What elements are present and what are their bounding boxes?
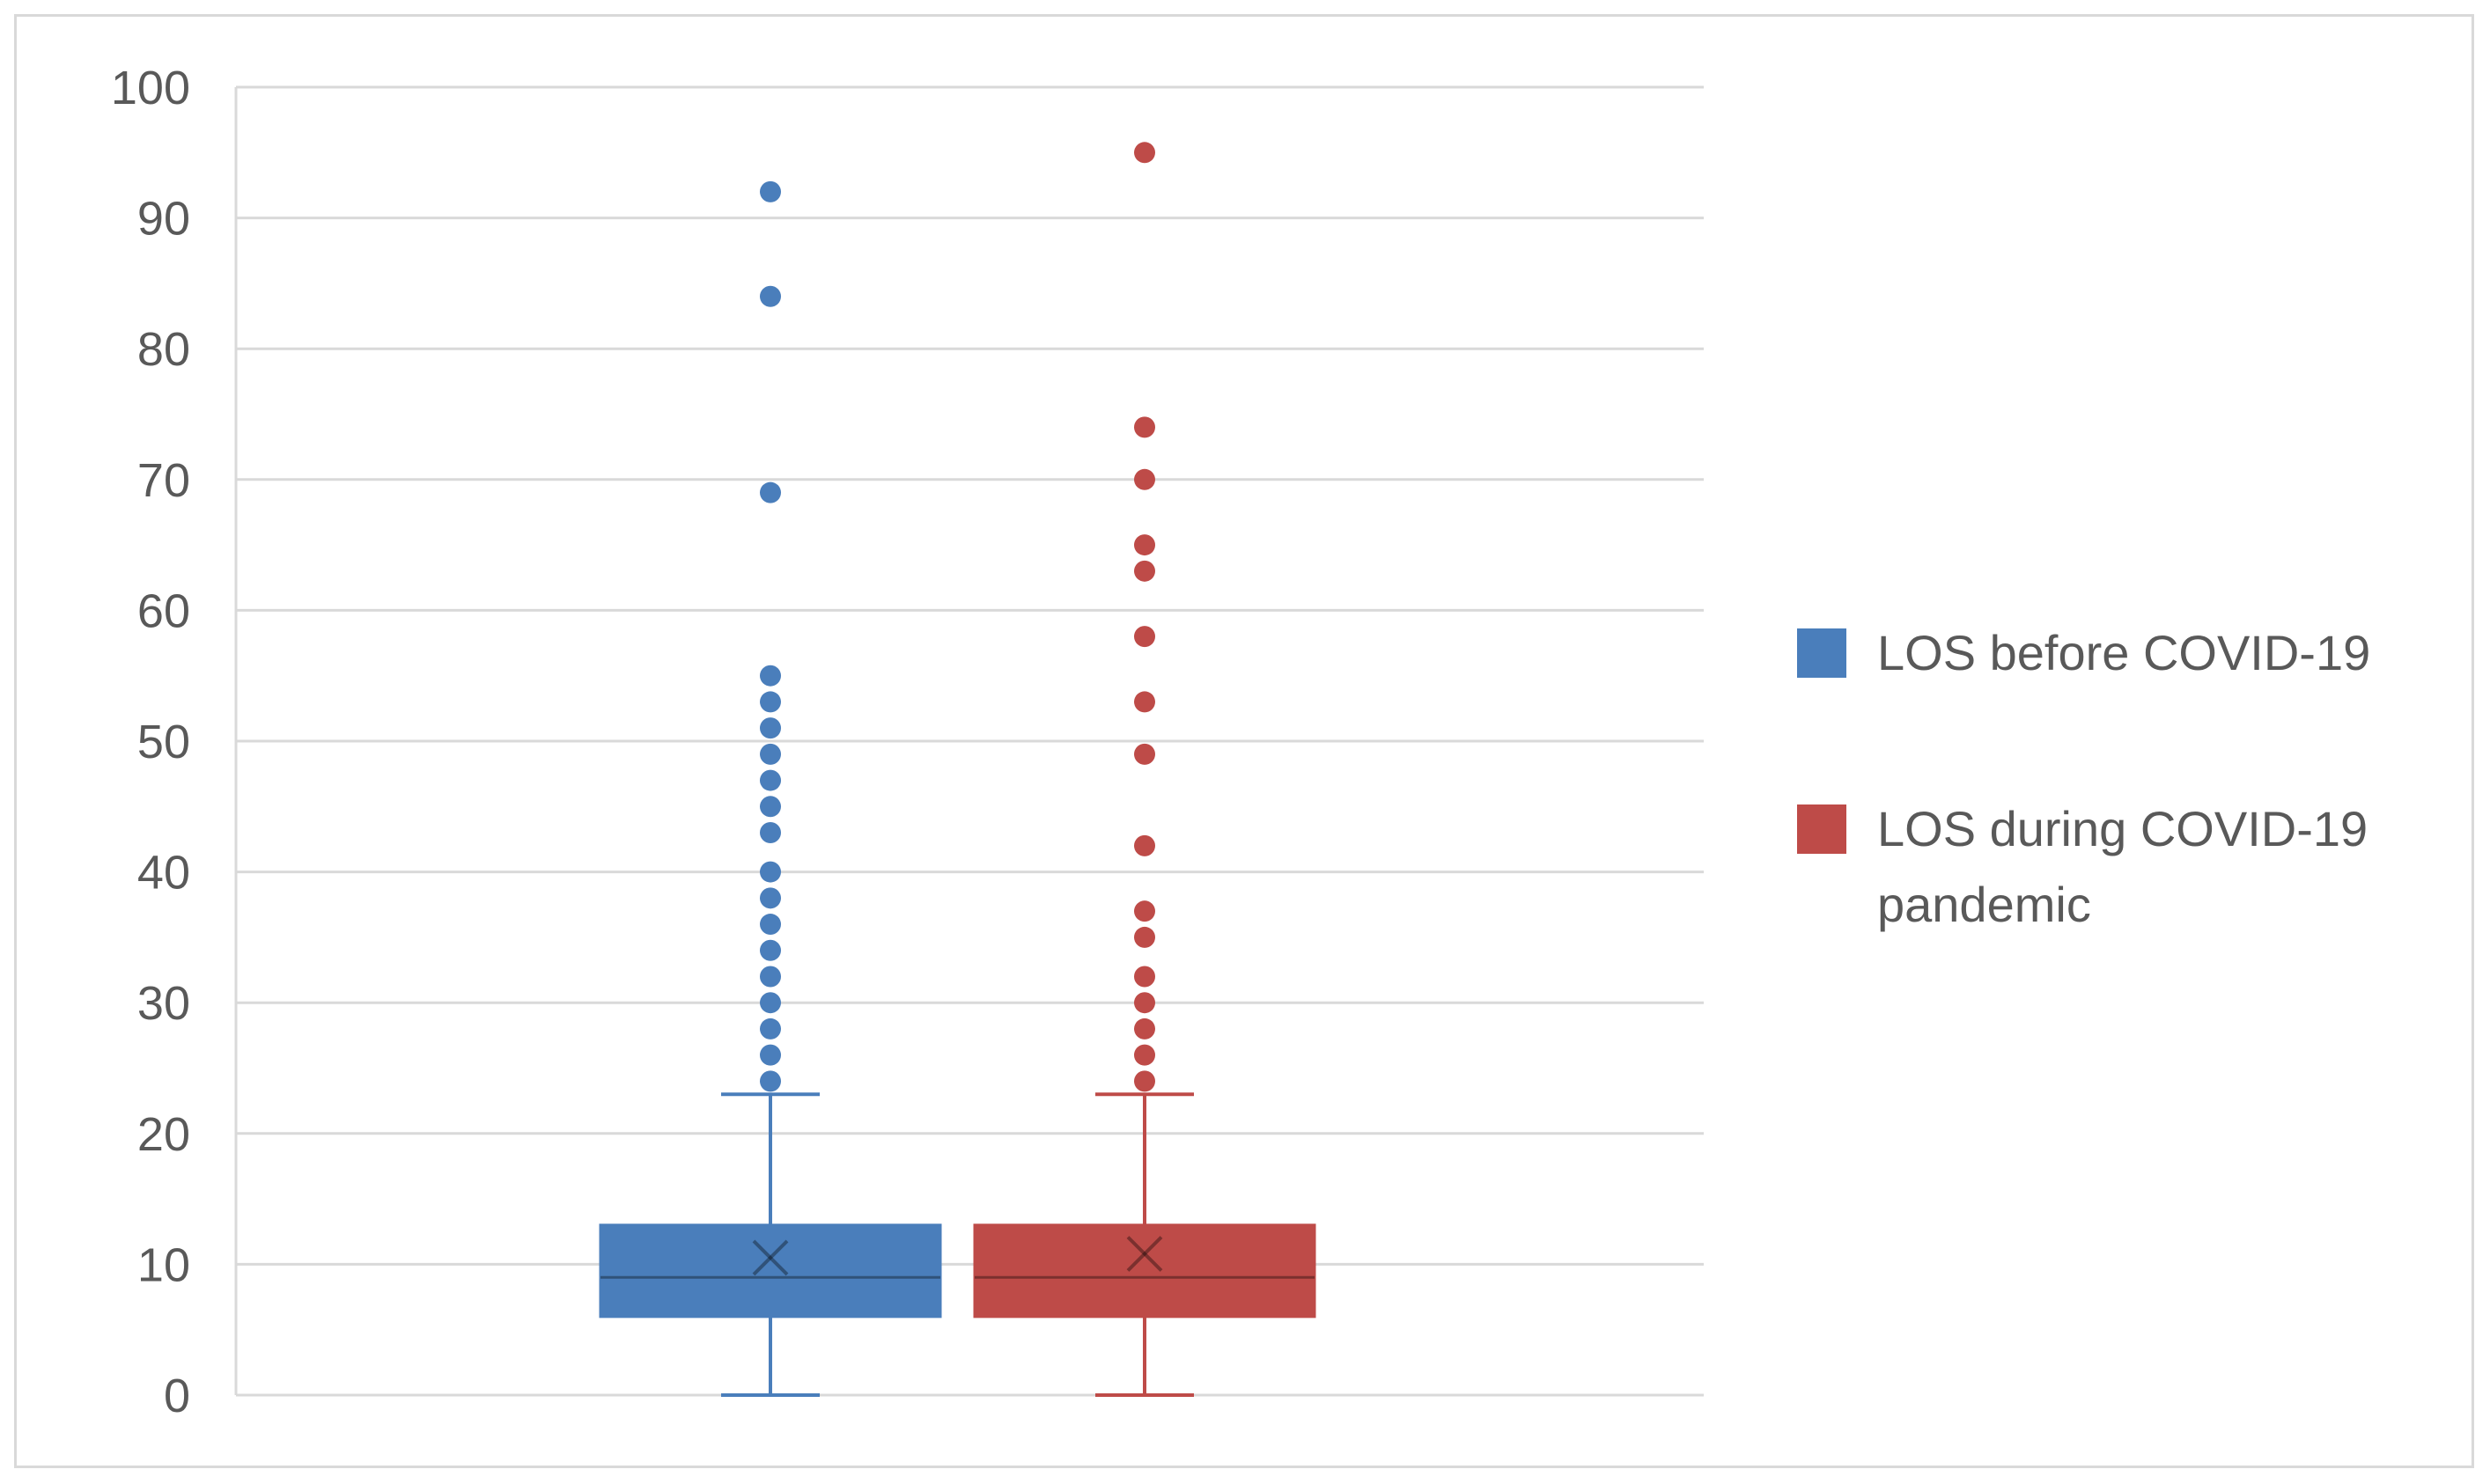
outlier-point — [760, 861, 781, 883]
y-tick-label: 40 — [137, 847, 190, 900]
legend-swatch — [1795, 803, 1848, 856]
outlier-point — [760, 1017, 781, 1040]
outlier-point — [760, 743, 781, 765]
y-tick-label: 80 — [137, 323, 190, 376]
outlier-point — [760, 887, 781, 909]
mean-marker — [1126, 1236, 1163, 1272]
outlier-point — [1134, 534, 1155, 556]
y-tick-label: 10 — [137, 1238, 190, 1291]
gridlines — [236, 85, 1704, 1397]
outlier-point — [760, 914, 781, 936]
outlier-point — [760, 665, 781, 687]
outlier-point — [1134, 691, 1155, 713]
outlier-point — [760, 1044, 781, 1066]
outlier-point — [760, 796, 781, 818]
y-axis: 0 10 20 30 40 50 60 70 80 90 100 — [111, 62, 238, 1422]
outlier-point — [1134, 992, 1155, 1014]
outlier-point — [760, 285, 781, 307]
outlier-point — [1134, 1070, 1155, 1092]
outlier-point — [1134, 1017, 1155, 1040]
outlier-point — [1134, 834, 1155, 856]
iqr-box — [973, 1223, 1316, 1319]
series-1 — [599, 180, 942, 1397]
legend-label: LOS before COVID-19 — [1877, 625, 2370, 680]
y-tick-label: 100 — [111, 62, 190, 114]
legend: LOS before COVID-19 LOS during COVID-19 pa… — [1795, 625, 2370, 932]
mean-marker — [752, 1239, 789, 1276]
y-tick-label: 60 — [137, 584, 190, 637]
outlier-point — [1134, 926, 1155, 948]
legend-label: pandemic — [1877, 877, 2091, 932]
series-2 — [973, 142, 1316, 1397]
y-tick-label: 50 — [137, 716, 190, 768]
outlier-point — [760, 939, 781, 961]
outlier-point — [1134, 626, 1155, 648]
y-tick-label: 20 — [137, 1108, 190, 1161]
y-tick-label: 30 — [137, 977, 190, 1030]
outlier-point — [1134, 560, 1155, 582]
iqr-box — [599, 1223, 942, 1319]
outlier-point — [760, 822, 781, 844]
y-tick-label: 0 — [164, 1370, 190, 1422]
outlier-point — [760, 180, 781, 202]
outlier-point — [760, 717, 781, 739]
mean-marker — [1126, 1236, 1163, 1272]
y-tick-label: 70 — [137, 454, 190, 507]
outlier-point — [1134, 142, 1155, 164]
outlier-point — [760, 769, 781, 791]
outlier-point — [760, 691, 781, 713]
legend-swatch — [1795, 627, 1848, 680]
y-tick-label: 90 — [137, 193, 190, 246]
outlier-point — [760, 481, 781, 503]
outlier-point — [1134, 468, 1155, 490]
outlier-point — [760, 966, 781, 988]
outlier-point — [1134, 743, 1155, 765]
outlier-point — [1134, 1044, 1155, 1066]
series-layer — [599, 142, 1316, 1397]
outlier-point — [760, 1070, 781, 1092]
outlier-point — [1134, 966, 1155, 988]
legend-label: LOS during COVID-19 — [1877, 801, 2368, 856]
outlier-point — [760, 992, 781, 1014]
outlier-point — [1134, 416, 1155, 438]
outlier-point — [1134, 900, 1155, 922]
mean-marker — [752, 1239, 789, 1276]
